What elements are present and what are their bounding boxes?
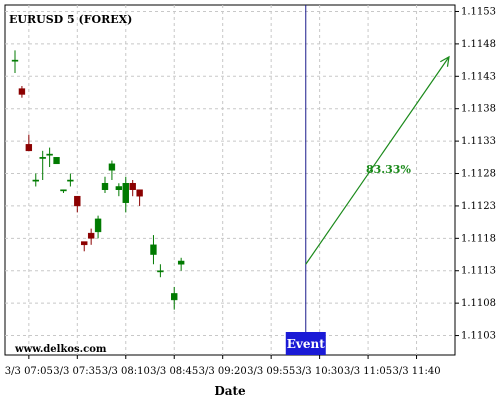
y-tick-label: 1.1153 (461, 6, 496, 17)
watermark: www.delkos.com (14, 344, 107, 355)
candle-body (115, 186, 123, 190)
x-tick-label: 3/3 11:40 (392, 366, 440, 377)
candle (18, 86, 26, 98)
projection-arrowhead (440, 55, 450, 67)
y-tick-label: 1.1118 (461, 233, 496, 244)
candle-body (122, 182, 129, 203)
candle (11, 50, 19, 74)
candle-body (177, 260, 185, 265)
projection-percentage: 83.33% (366, 163, 411, 176)
x-tick-label: 3/3 09:55 (247, 366, 295, 377)
candle (171, 286, 178, 310)
candle (129, 180, 136, 197)
y-tick-label: 1.1138 (461, 104, 496, 115)
event-box (285, 332, 326, 355)
candle-body (46, 153, 53, 156)
candle-body (74, 195, 81, 207)
candle (157, 264, 164, 278)
grid (5, 5, 455, 355)
candle (108, 160, 116, 180)
candle-body (171, 293, 178, 301)
x-axis-label: Date (214, 384, 246, 398)
x-axis: 3/3 07:05 3/3 07:35 3/3 08:10 3/3 08:45 3/3 … (5, 355, 441, 377)
candle-body (150, 244, 157, 255)
y-tick-label: 1.1108 (461, 298, 496, 309)
candle-body (25, 144, 33, 152)
candle-body (67, 179, 74, 182)
chart-title: EURUSD 5 (FOREX) (9, 13, 132, 26)
y-tick-label: 1.1128 (461, 169, 496, 180)
candle (60, 189, 67, 193)
candle (122, 176, 129, 213)
y-axis: 1.1103 1.1108 1.1113 1.1118 1.1123 1.1128 1.11… (455, 6, 496, 342)
plot-frame (4, 4, 456, 356)
y-tick-label: 1.1123 (461, 201, 496, 212)
candle (74, 195, 81, 213)
candle (39, 150, 46, 180)
x-tick-label: 3/3 10:30 (296, 366, 344, 377)
candle-body (101, 182, 109, 190)
candle (136, 189, 143, 206)
candle-body (32, 179, 39, 182)
candle-body (60, 189, 67, 192)
candle-body (87, 232, 95, 239)
candle (46, 147, 53, 168)
candle (115, 183, 123, 197)
candle (67, 173, 74, 187)
candle-body (136, 189, 143, 197)
candle-body (157, 270, 164, 273)
candle-body (18, 88, 26, 95)
candle-body (11, 59, 19, 62)
candle-body (129, 182, 136, 190)
candle-body (53, 157, 60, 165)
x-tick-label: 3/3 08:45 (150, 366, 198, 377)
candle (94, 215, 102, 239)
y-tick-label: 1.1133 (461, 136, 496, 147)
candle (177, 257, 185, 271)
event-marker: Event (285, 5, 326, 355)
candle (81, 241, 88, 252)
projection-arrow (305, 56, 450, 265)
candle (87, 228, 95, 245)
candle (150, 235, 157, 265)
candle-body (81, 241, 88, 246)
x-tick-label: 3/3 08:10 (102, 366, 150, 377)
candle-body (39, 157, 46, 159)
x-tick-label: 3/3 09:20 (199, 366, 247, 377)
candles (11, 50, 185, 310)
candle (25, 134, 33, 152)
x-tick-label: 3/3 07:35 (53, 366, 101, 377)
candle (32, 173, 39, 187)
candle-body (108, 163, 116, 171)
y-tick-label: 1.1113 (461, 266, 496, 277)
x-tick-label: 3/3 07:05 (5, 366, 53, 377)
event-label: Event (287, 337, 325, 351)
y-tick-label: 1.1148 (461, 39, 496, 50)
projection: 83.33% (305, 55, 450, 265)
candle (101, 176, 109, 193)
y-tick-label: 1.1103 (461, 331, 496, 342)
candle (53, 157, 60, 165)
y-tick-label: 1.1143 (461, 71, 496, 82)
x-tick-label: 3/3 11:05 (344, 366, 392, 377)
candle-body (94, 218, 102, 233)
